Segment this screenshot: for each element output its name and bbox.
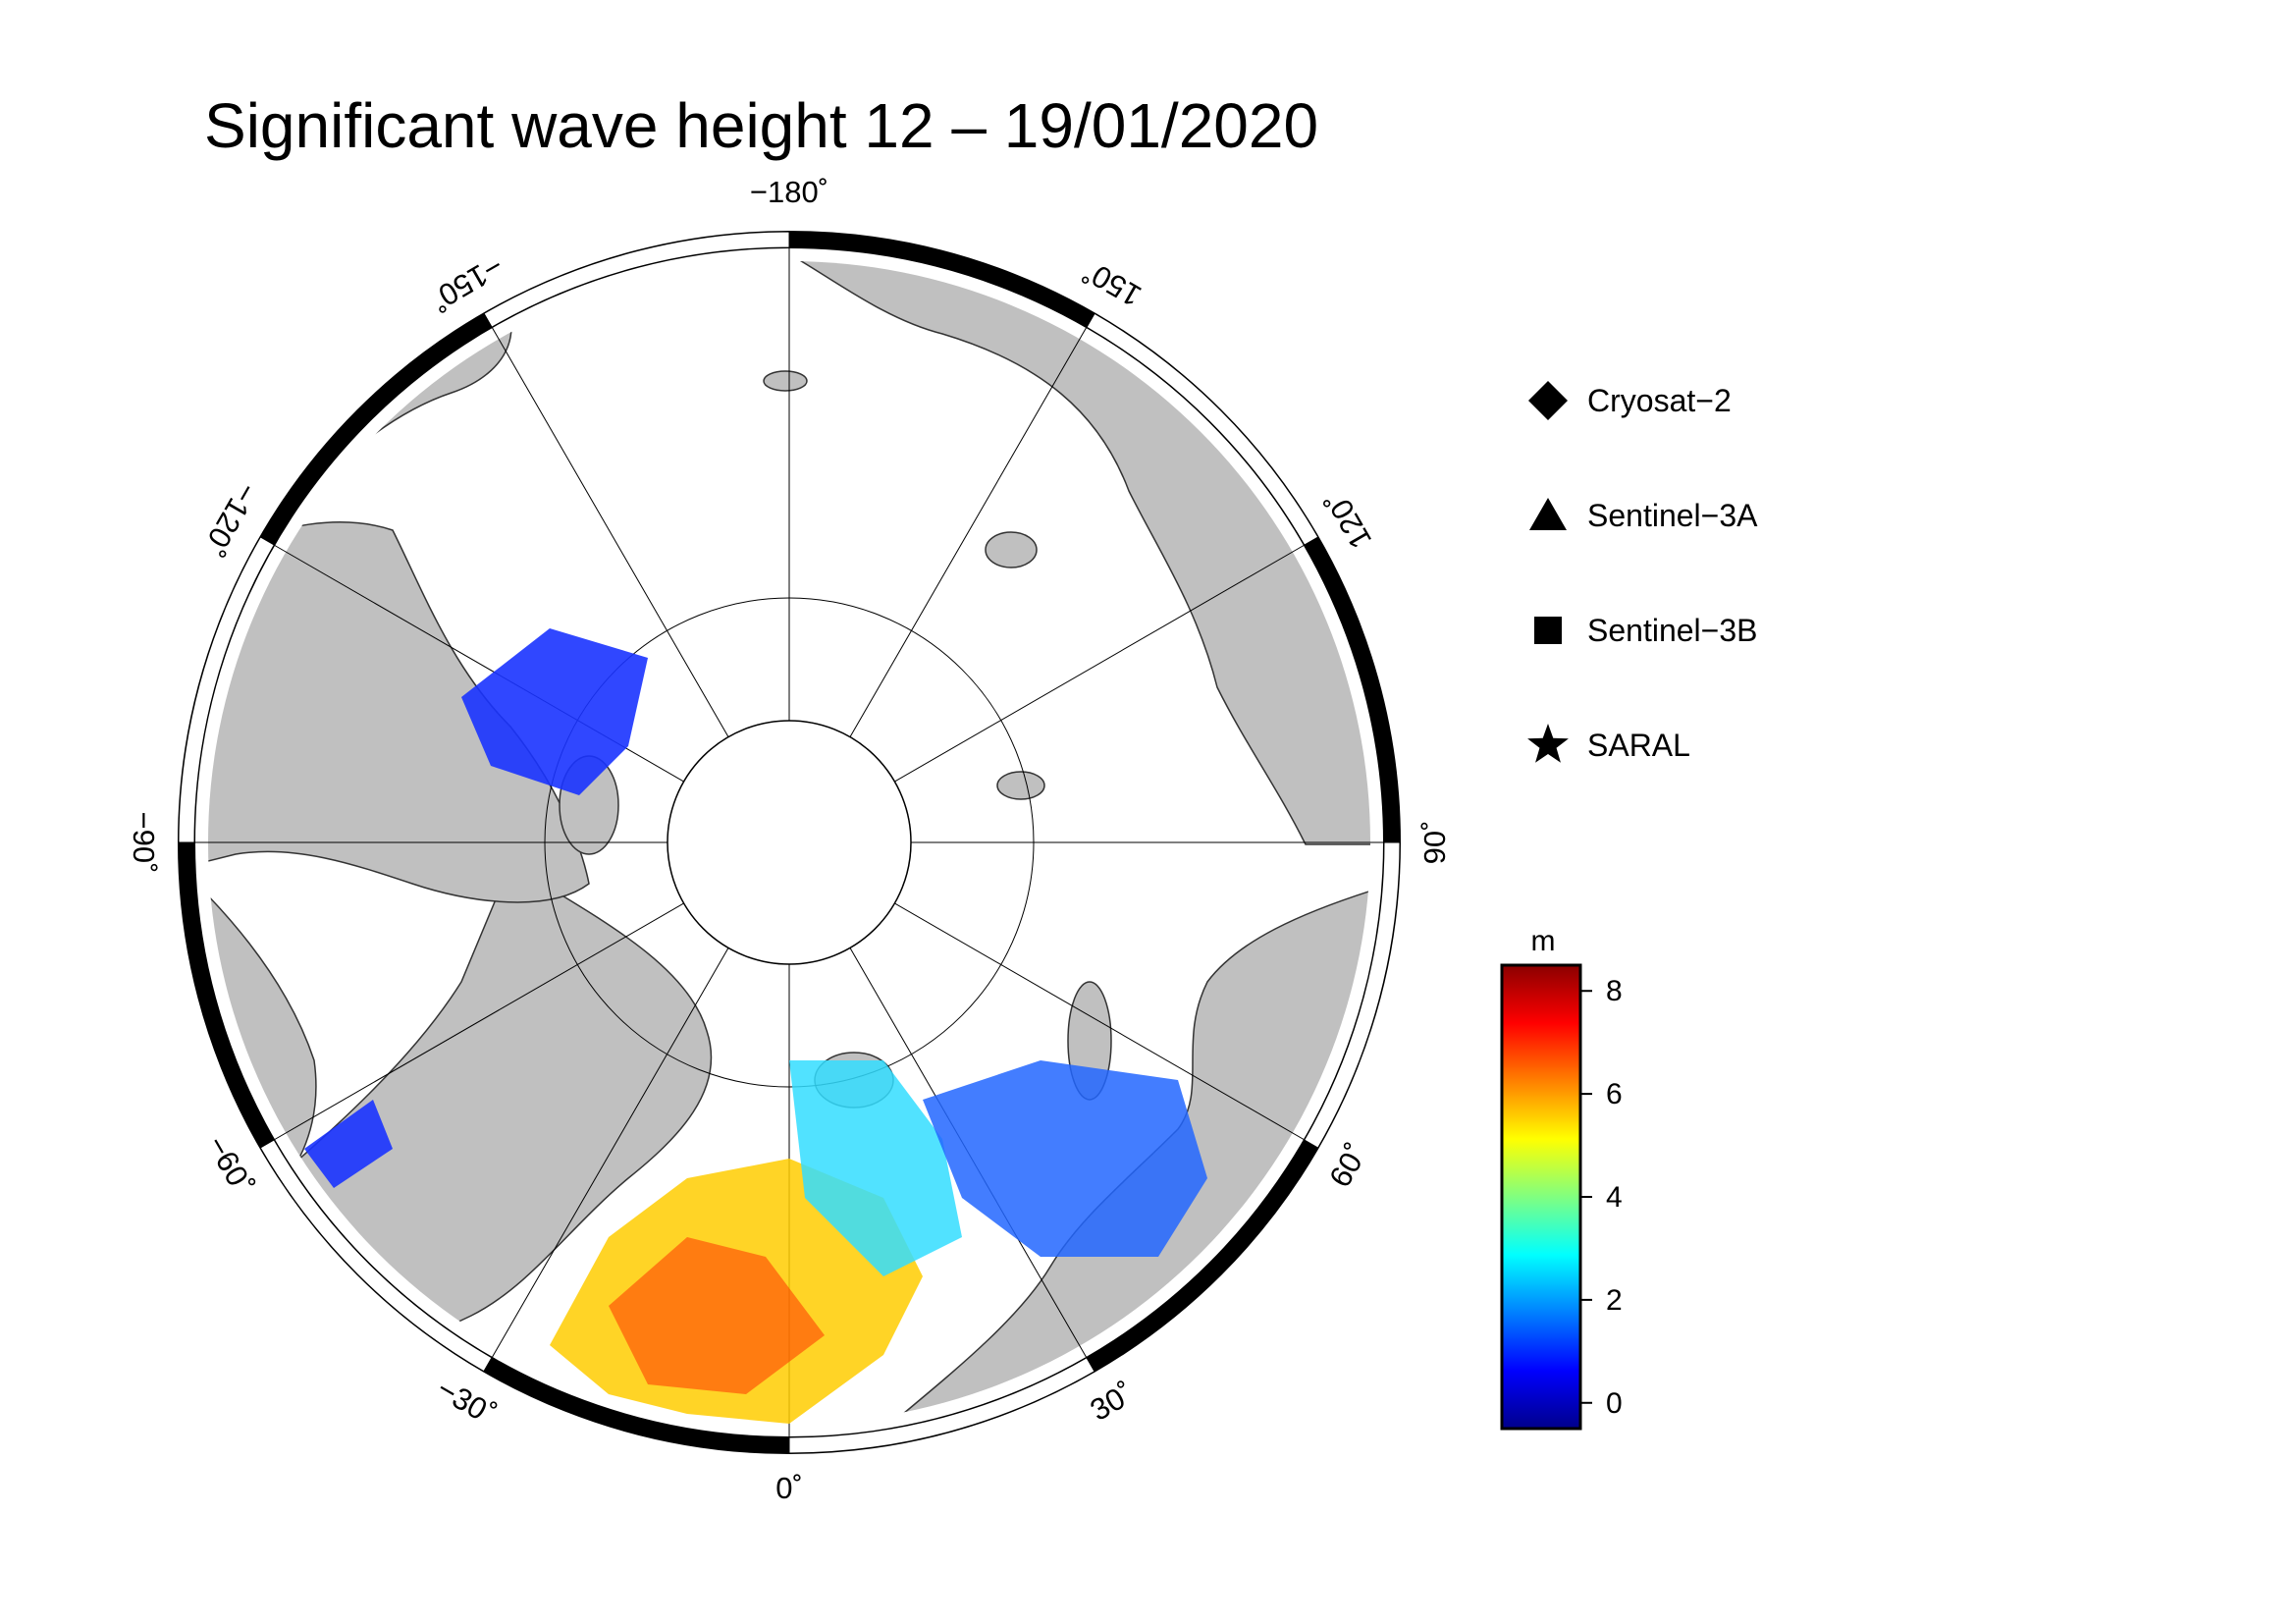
legend-label: Sentinel−3B xyxy=(1587,613,1757,648)
colorbar-tick-label: 2 xyxy=(1606,1284,1623,1317)
longitude-label: 30˚ xyxy=(1085,1376,1140,1428)
legend-star-icon xyxy=(1527,724,1569,763)
longitude-label: −180˚ xyxy=(750,175,828,209)
legend-square-icon xyxy=(1534,617,1562,644)
map-disk xyxy=(178,231,1401,1454)
colorbar-tick-label: 8 xyxy=(1606,975,1623,1007)
map-frame-ticks xyxy=(178,231,1401,1454)
swh-beaufort-sea xyxy=(461,628,648,795)
longitude-label: 90˚ xyxy=(1417,821,1452,865)
colorbar-gradient xyxy=(1500,963,1582,1431)
land-wrangel xyxy=(763,370,808,392)
longitude-label: 0˚ xyxy=(775,1471,803,1505)
longitude-label: 120˚ xyxy=(1318,485,1378,555)
legend-label: Sentinel−3A xyxy=(1587,498,1758,533)
longitude-label: −60˚ xyxy=(200,1130,261,1201)
satellite-legend: Cryosat−2 Sentinel−3A Sentinel−3B SARAL xyxy=(1527,381,1758,763)
swh-atlantic-peak xyxy=(609,1237,825,1394)
swh-baffin-bay xyxy=(304,1100,393,1188)
frame-segment xyxy=(483,1357,790,1454)
legend-triangle-icon xyxy=(1529,498,1567,530)
legend-label: SARAL xyxy=(1587,728,1690,763)
land-canadian-archipelago xyxy=(208,521,590,903)
graticule-pole-cap xyxy=(667,720,912,965)
swh-barents-sea xyxy=(923,1060,1207,1257)
legend-diamond-icon xyxy=(1528,381,1568,420)
land-franz-josef xyxy=(996,771,1045,800)
map-title: Significant wave height 12 – 19/01/2020 xyxy=(204,90,1319,161)
longitude-label: −90˚ xyxy=(127,812,161,874)
colorbar-tick-label: 0 xyxy=(1606,1387,1623,1420)
longitude-label: 150˚ xyxy=(1077,253,1147,313)
land-new-siberian xyxy=(985,531,1038,568)
colorbar-ticks: 8 6 4 2 0 xyxy=(1580,975,1623,1420)
colorbar: m 8 6 4 2 0 xyxy=(1500,925,1623,1431)
swh-observations xyxy=(304,628,1207,1424)
colorbar-unit: m xyxy=(1531,925,1556,957)
longitude-label: −30˚ xyxy=(431,1372,502,1433)
legend-label: Cryosat−2 xyxy=(1587,383,1732,418)
longitude-label: 60˚ xyxy=(1322,1138,1374,1193)
colorbar-tick-label: 6 xyxy=(1606,1078,1623,1110)
colorbar-tick-label: 4 xyxy=(1606,1181,1623,1214)
swh-norwegian-sea xyxy=(789,1060,962,1276)
